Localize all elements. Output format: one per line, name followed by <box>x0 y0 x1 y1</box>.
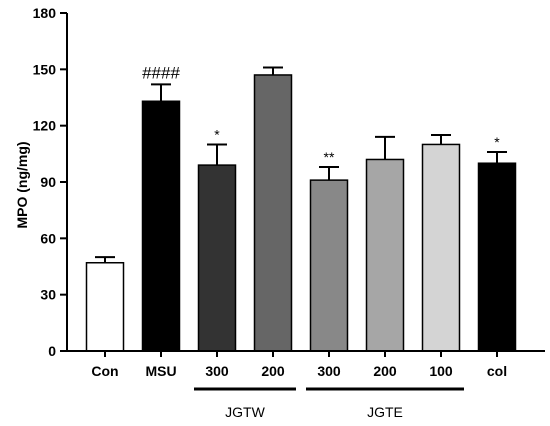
y-tick-label: 90 <box>40 174 56 190</box>
y-tick-label: 120 <box>33 118 57 134</box>
x-tick-label: MSU <box>145 363 176 379</box>
bar-4 <box>309 179 349 352</box>
bar-2 <box>197 164 237 352</box>
significance-label: * <box>214 126 220 142</box>
group-brackets: JGTW JGTE <box>194 387 464 420</box>
bar-7 <box>477 162 517 352</box>
y-tick-label: 60 <box>40 230 56 246</box>
significance-label: * <box>494 134 500 150</box>
y-tick-label: 180 <box>33 5 57 21</box>
y-tick-label: 30 <box>40 287 56 303</box>
x-tick-label: 300 <box>205 363 229 379</box>
y-tick-label: 150 <box>33 61 57 77</box>
group-label: JGTW <box>225 404 265 420</box>
bar-3 <box>253 74 293 352</box>
x-tick-label: 100 <box>429 363 453 379</box>
y-tick-label: 0 <box>48 343 56 359</box>
x-tick-label: col <box>487 363 507 379</box>
x-tick-label: 300 <box>317 363 341 379</box>
bars-layer: ####**** <box>85 63 517 352</box>
x-tick-label: 200 <box>261 363 285 379</box>
bar-6 <box>421 143 461 352</box>
group-label: JGTE <box>367 404 403 420</box>
significance-label: #### <box>142 63 180 82</box>
bar-1 <box>141 100 181 352</box>
y-axis: 0 30 60 90 120 150 180 <box>33 5 68 359</box>
significance-label: ** <box>324 149 335 165</box>
x-tick-label: 200 <box>373 363 397 379</box>
bar-0 <box>85 261 125 352</box>
y-axis-title: MPO (ng/mg) <box>14 141 30 228</box>
bar-5 <box>365 158 405 352</box>
x-axis: Con MSU 300 200 300 200 100 col <box>66 350 545 379</box>
x-tick-label: Con <box>91 363 118 379</box>
